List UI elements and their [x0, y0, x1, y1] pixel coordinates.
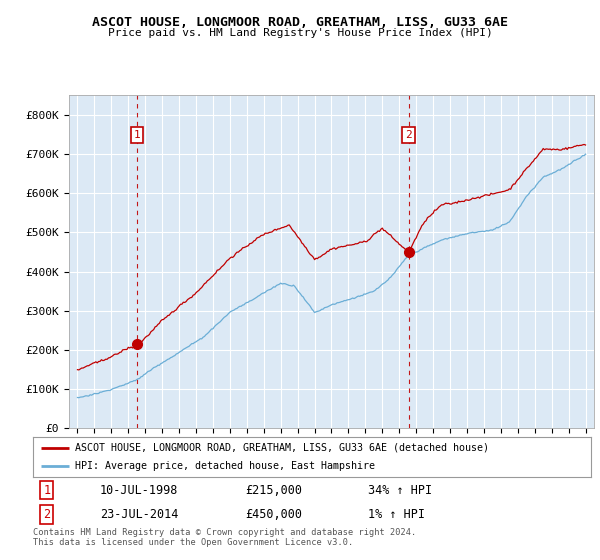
Text: 1: 1	[43, 483, 50, 497]
Text: 1% ↑ HPI: 1% ↑ HPI	[368, 508, 425, 521]
Text: £450,000: £450,000	[245, 508, 302, 521]
Text: 10-JUL-1998: 10-JUL-1998	[100, 483, 178, 497]
Text: 2: 2	[405, 130, 412, 140]
Text: ASCOT HOUSE, LONGMOOR ROAD, GREATHAM, LISS, GU33 6AE (detached house): ASCOT HOUSE, LONGMOOR ROAD, GREATHAM, LI…	[75, 443, 489, 452]
Text: 34% ↑ HPI: 34% ↑ HPI	[368, 483, 432, 497]
Text: 23-JUL-2014: 23-JUL-2014	[100, 508, 178, 521]
Text: ASCOT HOUSE, LONGMOOR ROAD, GREATHAM, LISS, GU33 6AE: ASCOT HOUSE, LONGMOOR ROAD, GREATHAM, LI…	[92, 16, 508, 29]
Text: Contains HM Land Registry data © Crown copyright and database right 2024.
This d: Contains HM Land Registry data © Crown c…	[33, 528, 416, 547]
Text: 1: 1	[134, 130, 140, 140]
Text: HPI: Average price, detached house, East Hampshire: HPI: Average price, detached house, East…	[75, 461, 375, 471]
Text: 2: 2	[43, 508, 50, 521]
Text: Price paid vs. HM Land Registry's House Price Index (HPI): Price paid vs. HM Land Registry's House …	[107, 28, 493, 38]
Text: £215,000: £215,000	[245, 483, 302, 497]
